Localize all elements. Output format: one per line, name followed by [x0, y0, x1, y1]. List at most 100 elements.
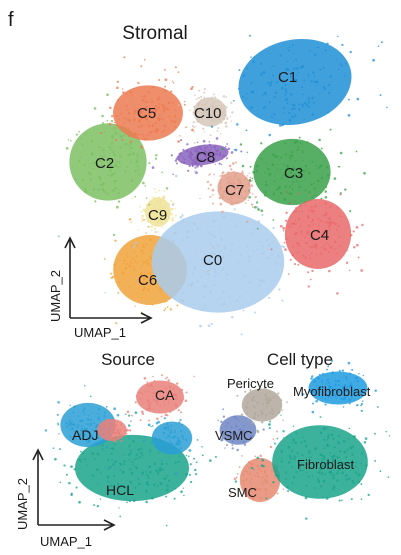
- source-adj-2-point: [179, 430, 183, 433]
- cluster-c6-point: [133, 260, 137, 263]
- cluster-c10-point: [201, 118, 203, 120]
- celltype-fibroblast-point: [360, 483, 363, 486]
- celltype-smc-point: [259, 454, 262, 458]
- cluster-c5-point: [183, 100, 186, 103]
- cluster-c3-point: [299, 175, 302, 178]
- cluster-c9-point: [174, 207, 177, 210]
- celltype-myofibroblast-point: [356, 380, 359, 383]
- source-hcl-point: [130, 452, 132, 454]
- celltype-pericyte-point: [272, 396, 275, 399]
- celltype-vsmc-point: [236, 433, 238, 436]
- source-label-hcl: HCL: [106, 482, 134, 498]
- cluster-c3-point: [289, 156, 292, 160]
- cluster-c5-point: [127, 135, 130, 138]
- cluster-c4-point: [309, 257, 312, 260]
- cluster-c9-point: [146, 214, 149, 217]
- cluster-c10-point: [225, 96, 228, 98]
- cluster-c6-point: [147, 225, 150, 228]
- cluster-c7-point: [224, 195, 226, 198]
- celltype-myofibroblast-point: [334, 379, 338, 383]
- celltype-fibroblast-point: [329, 452, 332, 454]
- cluster-c6-point: [169, 308, 173, 311]
- cluster-c0-point: [220, 238, 224, 241]
- cluster-c7-point: [233, 189, 236, 192]
- cluster-c1-point: [307, 97, 311, 100]
- cluster-c9-point: [131, 197, 133, 200]
- celltype-myofibroblast-point: [345, 390, 348, 393]
- cluster-c0-point: [132, 245, 135, 248]
- cluster-c3-point: [301, 149, 304, 152]
- cluster-c1-point: [278, 124, 282, 127]
- cluster-c2-point: [115, 161, 118, 164]
- cluster-c9-point: [164, 204, 166, 207]
- cluster-c10-point: [230, 120, 233, 122]
- cluster-c0-point: [223, 245, 227, 249]
- cluster-c5-point: [115, 124, 118, 127]
- cluster-c2-point: [106, 192, 109, 195]
- source-adj-2-point: [171, 436, 174, 439]
- cluster-c1-point: [337, 35, 339, 38]
- cluster-c3-point: [339, 151, 343, 155]
- cluster-c9-point: [158, 207, 161, 210]
- cluster-c5-point: [117, 99, 120, 101]
- celltype-fibroblast-point: [250, 466, 254, 470]
- cluster-c0-point: [238, 296, 241, 298]
- celltype-fibroblast-point: [361, 452, 364, 455]
- source-adj-point: [78, 433, 82, 436]
- source-ca-point: [184, 399, 188, 403]
- cluster-c5-point: [138, 126, 141, 128]
- cluster-c7-point: [240, 190, 243, 194]
- celltype-fibroblast-point: [352, 435, 355, 438]
- cluster-c7-point: [232, 162, 235, 165]
- cluster-c7-point: [250, 179, 253, 182]
- cluster-c2-point: [91, 161, 94, 164]
- cluster-c9-point: [164, 206, 167, 208]
- cluster-c9-point: [174, 214, 177, 217]
- celltype-myofibroblast-point: [362, 374, 365, 377]
- cluster-c5-point: [143, 114, 147, 118]
- cluster-c5-point: [161, 118, 164, 121]
- cluster-c0-point: [263, 278, 266, 282]
- source-ca-2-point: [116, 431, 120, 435]
- cluster-c4-point: [328, 228, 331, 231]
- cluster-c3-point: [305, 165, 308, 168]
- celltype-vsmc-point: [249, 436, 252, 439]
- source-hcl-point: [158, 467, 162, 470]
- source-adj-2-point: [143, 435, 146, 439]
- cluster-c5-point: [151, 100, 154, 103]
- celltype-fibroblast-point: [336, 479, 339, 482]
- cluster-c4-point: [300, 230, 303, 233]
- cluster-c7-point: [230, 189, 232, 192]
- cluster-c8-point: [240, 150, 243, 153]
- cluster-c0-point: [191, 272, 195, 275]
- cluster-c5-point: [171, 80, 174, 83]
- cluster-c8-point: [187, 169, 190, 172]
- cluster-c3-point: [284, 142, 287, 145]
- source-hcl-point: [189, 463, 192, 466]
- cluster-c5-point: [151, 124, 155, 127]
- cluster-c1-point: [237, 87, 240, 90]
- cluster-c10-point: [210, 97, 213, 101]
- source-hcl-point: [154, 462, 157, 465]
- celltype-myofibroblast-point: [343, 396, 347, 399]
- cluster-c10-point: [212, 93, 215, 96]
- cluster-c3-point: [248, 195, 251, 199]
- source-adj-2-point: [174, 443, 178, 446]
- cluster-c10-point: [204, 103, 208, 106]
- source-ca-point: [156, 399, 159, 403]
- celltype-myofibroblast-point: [342, 387, 345, 390]
- cluster-c4-point: [325, 221, 328, 224]
- celltype-smc-point: [262, 481, 265, 483]
- cluster-c5-point: [151, 130, 154, 133]
- cluster-c2-point: [113, 128, 115, 131]
- source-hcl-point: [131, 460, 134, 463]
- cluster-c9-point: [170, 213, 173, 216]
- celltype-fibroblast-point: [311, 475, 314, 477]
- cluster-c8-point: [220, 163, 223, 166]
- cluster-c5-point: [153, 106, 156, 109]
- celltype-fibroblast-point: [338, 467, 341, 471]
- celltype-smc-point: [229, 492, 232, 495]
- source-adj-point: [74, 430, 77, 433]
- source-title: Source: [101, 350, 155, 369]
